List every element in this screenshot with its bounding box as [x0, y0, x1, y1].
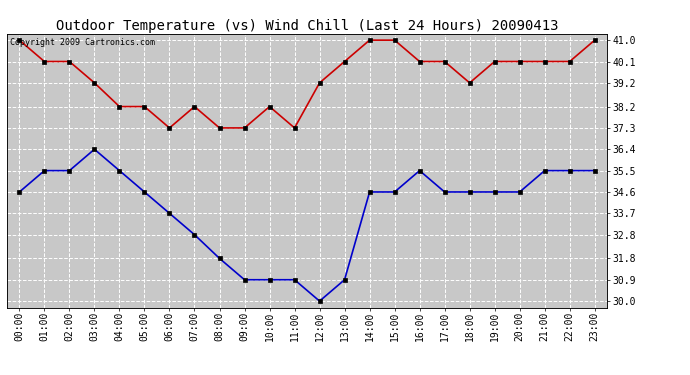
Title: Outdoor Temperature (vs) Wind Chill (Last 24 Hours) 20090413: Outdoor Temperature (vs) Wind Chill (Las…	[56, 19, 558, 33]
Text: Copyright 2009 Cartronics.com: Copyright 2009 Cartronics.com	[10, 38, 155, 47]
